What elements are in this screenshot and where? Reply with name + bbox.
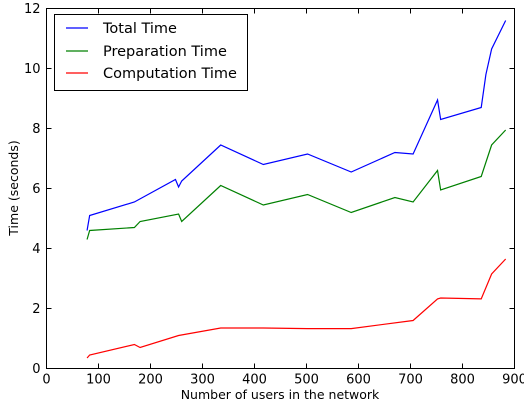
series-line-preparation-time (86, 129, 507, 240)
x-tick-label: 200 (138, 373, 163, 388)
legend-label-computation-time: Computation Time (103, 66, 237, 82)
x-tick-label: 600 (346, 373, 371, 388)
series-line-computation-time (86, 258, 507, 359)
x-tick-label: 700 (398, 373, 423, 388)
legend: Total Time Preparation Time Computation … (54, 14, 248, 91)
y-tick-label: 8 (32, 122, 40, 137)
y-tick-label: 2 (32, 302, 40, 317)
x-tick-label: 800 (450, 373, 475, 388)
legend-label-preparation-time: Preparation Time (103, 44, 227, 60)
x-axis-label: Number of users in the network (181, 387, 380, 402)
y-tick-label: 6 (32, 182, 40, 197)
x-tick-label: 100 (86, 373, 111, 388)
series-layer (86, 20, 507, 359)
y-axis-label: Time (seconds) (6, 140, 21, 236)
x-tick-label: 400 (242, 373, 267, 388)
y-tick-label: 4 (32, 242, 40, 257)
legend-label-total-time: Total Time (102, 21, 177, 37)
y-tick-label: 12 (24, 2, 41, 17)
x-tick-label: 900 (502, 373, 524, 388)
series-line-total-time (86, 20, 507, 231)
x-tick-label: 300 (190, 373, 215, 388)
y-tick-label: 10 (24, 62, 41, 77)
ticks-layer: 0 100 200 300 400 500 600 700 800 900 0 2 4 6 8 10 12 (24, 2, 524, 388)
legend-box (54, 14, 248, 91)
x-tick-label: 500 (294, 373, 319, 388)
y-tick-label: 0 (32, 362, 40, 377)
x-tick-label: 0 (42, 373, 50, 388)
